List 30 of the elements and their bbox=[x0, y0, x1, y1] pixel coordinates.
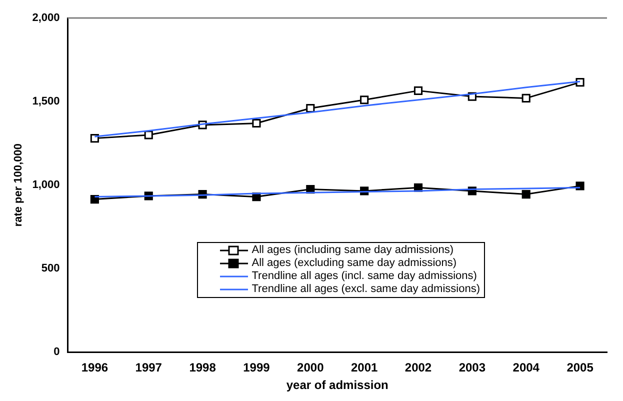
y-tick-label: 500 bbox=[41, 262, 60, 275]
x-tick-label: 1998 bbox=[189, 360, 216, 375]
x-tick-label: 1996 bbox=[81, 360, 108, 375]
point bbox=[360, 96, 369, 104]
point bbox=[576, 182, 584, 190]
point bbox=[522, 94, 530, 102]
x-tick-label: 2001 bbox=[350, 360, 378, 375]
x-axis-title: year of admission bbox=[286, 378, 388, 392]
legend-label: All ages (excluding same day admissions) bbox=[252, 257, 457, 270]
legend-label: All ages (including same day admissions) bbox=[252, 244, 454, 257]
x-tick-label: 2005 bbox=[566, 360, 594, 375]
x-tick-label: 2002 bbox=[404, 360, 432, 375]
x-tick-label: 1999 bbox=[243, 360, 270, 375]
y-tick-label: 1,000 bbox=[32, 179, 60, 192]
x-tick-label: 2000 bbox=[297, 360, 324, 375]
point bbox=[576, 78, 584, 87]
y-tick-label: 0 bbox=[54, 346, 60, 358]
legend-label: Trendline all ages (incl. same day admissions) bbox=[252, 270, 477, 283]
x-tick-label: 2003 bbox=[458, 360, 486, 375]
x-tick-label: 2004 bbox=[512, 360, 540, 375]
legend-label: Trendline all ages (excl. same day admissions) bbox=[252, 283, 480, 296]
y-tick-label: 1,500 bbox=[32, 96, 60, 108]
point bbox=[252, 118, 261, 128]
x-tick-label: 1997 bbox=[135, 360, 162, 375]
point bbox=[522, 190, 530, 199]
point bbox=[306, 104, 315, 113]
y-tick-label: 2,000 bbox=[32, 12, 60, 24]
y-axis-title: rate per 100,000 bbox=[12, 144, 25, 227]
point bbox=[144, 130, 153, 140]
point bbox=[414, 86, 423, 95]
